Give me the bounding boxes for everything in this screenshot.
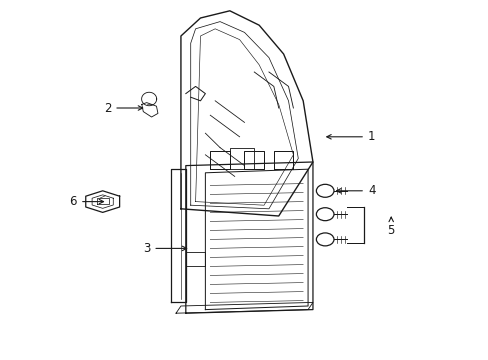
Text: 4: 4 [336,184,375,197]
Text: 5: 5 [386,217,394,237]
Text: 6: 6 [69,195,103,208]
Text: 2: 2 [103,102,142,114]
Text: 3: 3 [142,242,186,255]
Text: 1: 1 [326,130,375,143]
